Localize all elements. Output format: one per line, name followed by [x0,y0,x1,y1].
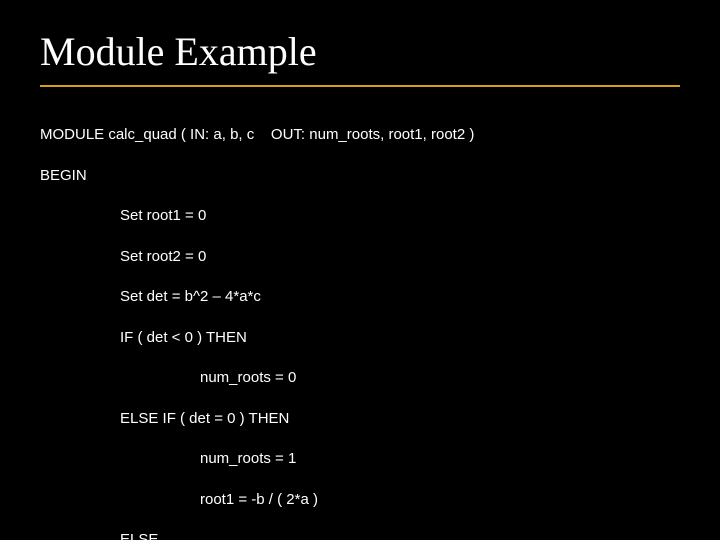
slide-title: Module Example [40,28,680,75]
code-line-if: IF ( det < 0 ) THEN [40,328,680,348]
code-line-numroots-1: num_roots = 1 [40,449,680,469]
code-line-elseif: ELSE IF ( det = 0 ) THEN [40,409,680,429]
code-line-numroots-0: num_roots = 0 [40,368,680,388]
code-line-set-det: Set det = b^2 – 4*a*c [40,287,680,307]
code-line-begin: BEGIN [40,166,680,186]
code-line-root1-a: root1 = -b / ( 2*a ) [40,490,680,510]
code-line-set-root1: Set root1 = 0 [40,206,680,226]
code-line-else: ELSE [40,530,680,540]
code-line-module: MODULE calc_quad ( IN: a, b, c OUT: num_… [40,125,680,145]
title-divider [40,85,680,87]
pseudocode-block: MODULE calc_quad ( IN: a, b, c OUT: num_… [40,105,680,540]
code-line-set-root2: Set root2 = 0 [40,247,680,267]
